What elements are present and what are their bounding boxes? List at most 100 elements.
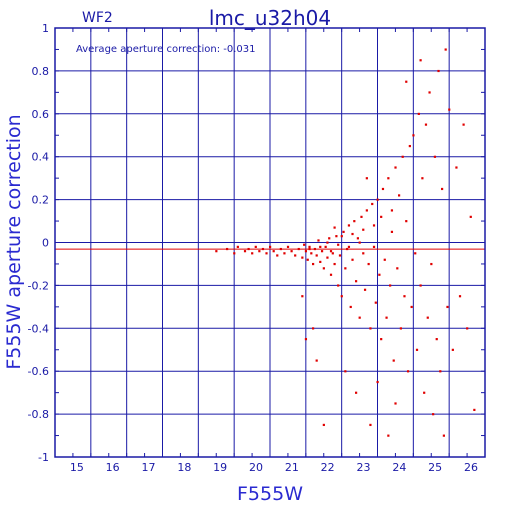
data-point (351, 258, 354, 261)
data-point (360, 215, 363, 218)
data-point (362, 228, 365, 231)
x-axis-label: F555W (237, 483, 303, 505)
data-point (319, 260, 322, 264)
data-point (417, 112, 420, 115)
data-point (290, 250, 293, 253)
data-point (394, 402, 397, 405)
data-point (385, 316, 388, 319)
data-point (335, 235, 338, 238)
data-point (329, 250, 333, 253)
data-point (387, 434, 390, 437)
x-tick-label: 20 (249, 461, 263, 474)
data-point (308, 245, 311, 248)
data-point (356, 237, 359, 240)
data-point (326, 241, 329, 244)
data-point (331, 252, 334, 255)
data-point (466, 327, 469, 330)
data-point (444, 48, 447, 51)
data-point (380, 338, 383, 341)
x-tick-label: 25 (428, 461, 442, 474)
data-point (423, 391, 426, 394)
y-tick-label: 1 (42, 22, 49, 35)
data-point (322, 267, 325, 270)
data-point (439, 370, 442, 373)
x-tick-label: 21 (285, 461, 299, 474)
data-point (315, 359, 318, 362)
data-point (451, 348, 454, 351)
tick-labels: 15 16 17 18 19 20 21 22 23 24 25 26 -1 -0.8 -0.6 -0.4 -0… (28, 22, 486, 474)
data-point (333, 262, 336, 266)
data-point (432, 413, 435, 416)
data-point (215, 250, 218, 253)
data-point (269, 245, 272, 248)
data-point (380, 215, 383, 218)
data-point (414, 252, 417, 255)
data-point (324, 245, 327, 248)
data-point (415, 348, 419, 351)
data-point (363, 288, 367, 291)
data-point (328, 237, 331, 240)
x-tick-label: 23 (357, 461, 371, 474)
data-point (406, 370, 410, 373)
data-point (428, 91, 431, 94)
y-tick-label: -1 (38, 451, 49, 464)
y-tick-label: -0.6 (28, 365, 49, 378)
data-point (304, 250, 308, 253)
data-point (358, 316, 361, 319)
data-point (396, 267, 399, 270)
data-point (390, 209, 394, 212)
data-point (442, 434, 445, 437)
data-point (469, 215, 472, 218)
data-point (358, 241, 361, 244)
data-point (408, 144, 411, 148)
data-point (381, 187, 385, 191)
data-point (458, 295, 462, 298)
data-point (272, 250, 275, 253)
data-point (337, 243, 340, 246)
y-tick-label: -0.8 (28, 408, 49, 421)
data-point (312, 262, 315, 266)
x-tick-label: 16 (106, 461, 120, 474)
y-tick-label: -0.4 (28, 322, 49, 335)
data-point (419, 284, 422, 287)
average-annotation: Average aperture correction: -0.031 (76, 44, 256, 55)
data-point (405, 80, 408, 83)
data-point (243, 250, 247, 253)
data-point (405, 220, 408, 223)
data-point (283, 252, 286, 255)
data-point (355, 280, 358, 283)
x-tick-label: 22 (321, 461, 335, 474)
data-point (455, 166, 458, 169)
data-point (304, 338, 308, 341)
data-point (367, 262, 370, 266)
data-point (315, 254, 318, 257)
data-point (319, 245, 322, 248)
y-tick-label: 0 (42, 237, 49, 250)
data-point (365, 177, 368, 180)
data-point (387, 177, 390, 180)
data-point (353, 220, 356, 223)
data-point (430, 262, 433, 266)
data-point (390, 230, 394, 233)
data-point (426, 316, 429, 319)
data-point (347, 224, 351, 227)
data-point (303, 243, 306, 246)
data-point (437, 69, 440, 73)
x-tick-label: 19 (213, 461, 227, 474)
data-point (351, 232, 354, 236)
y-tick-label: 0.8 (32, 65, 50, 78)
data-point (344, 267, 347, 270)
data-point (333, 226, 336, 229)
chip-label: WF2 (82, 10, 113, 26)
data-point (301, 256, 304, 259)
x-tick-label: 24 (392, 461, 406, 474)
data-point (369, 327, 372, 330)
data-point (329, 273, 333, 276)
x-tick-label: 26 (464, 461, 478, 474)
data-point (340, 295, 343, 298)
x-tick-label: 15 (70, 461, 84, 474)
data-point (338, 254, 342, 257)
data-point (473, 408, 476, 412)
data-point (326, 256, 329, 259)
data-point (286, 245, 290, 248)
